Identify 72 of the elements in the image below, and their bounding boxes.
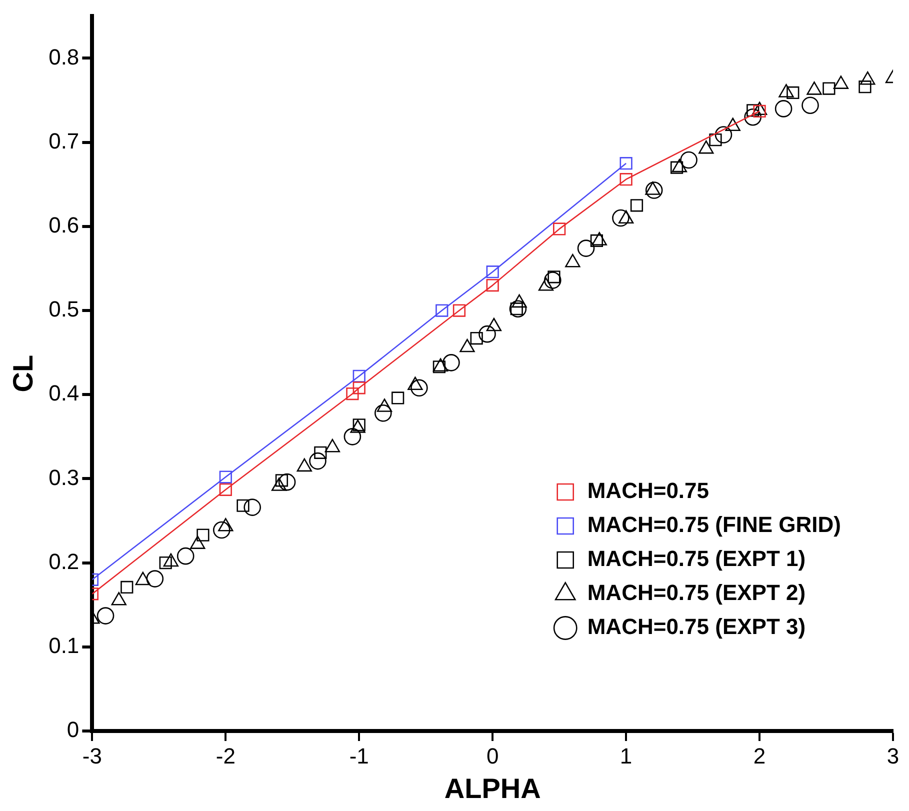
point [802,96,819,114]
point [630,199,644,212]
y-tick-label: 0.7 [48,128,80,154]
point [120,580,134,594]
legend-label: MACH=0.75 [587,478,710,504]
point [176,547,194,565]
point [744,108,762,126]
point [344,428,362,446]
x-tick-label: -3 [82,743,102,768]
point [486,278,499,292]
point [436,304,448,317]
x-tick-label: 0 [486,743,499,768]
y-tick-label: 0.3 [48,464,80,490]
point [680,151,698,169]
point [410,379,428,397]
point [553,222,566,236]
legend-label: MACH=0.75 (EXPT 3) [587,614,806,640]
point [452,304,466,317]
y-tick-label: 0.5 [48,296,80,322]
point [309,452,326,470]
point [374,404,392,422]
point [478,325,496,343]
point [645,182,663,199]
y-tick-label: 0.1 [48,632,80,658]
point [392,392,404,404]
point [786,86,800,100]
point [544,272,562,289]
legend-label: MACH=0.75 (FINE GRID) [587,512,842,538]
point [352,382,366,394]
point [670,161,684,174]
point [346,387,359,400]
y-tick-label: 0.6 [48,212,80,238]
x-axis-title: ALPHA [444,772,541,804]
point [620,173,632,186]
point [219,470,232,484]
point [314,446,327,459]
legend-label: MACH=0.75 (EXPT 2) [587,580,806,606]
point [822,82,836,95]
point [620,157,632,170]
point [442,354,460,372]
y-tick-label: 0 [66,717,80,742]
point [577,240,595,257]
x-tick-label: 1 [620,743,632,768]
point [219,483,232,496]
point [509,300,527,318]
x-tick-label: -1 [349,743,369,768]
x-tick-label: 2 [753,743,766,768]
y-tick-label: 0.4 [48,380,80,406]
legend-label: MACH=0.75 (EXPT 1) [587,546,806,572]
y-tick-label: 0.2 [48,548,80,574]
point [196,528,210,542]
point [96,607,114,624]
point [244,498,261,516]
point [774,100,792,118]
point [146,570,164,588]
x-tick-label: 3 [886,743,900,768]
y-axis-title: CL [8,354,39,392]
point [746,104,760,117]
point [236,499,250,512]
point [486,266,499,278]
point [278,473,296,491]
point [352,370,366,382]
point [213,521,230,539]
point [470,332,483,345]
point [612,209,630,227]
point [590,234,604,248]
point [709,134,722,146]
point [432,360,446,374]
y-tick-label: 0.8 [48,44,80,70]
x-tick-label: -2 [216,743,236,768]
point [714,126,732,144]
point [858,80,872,94]
